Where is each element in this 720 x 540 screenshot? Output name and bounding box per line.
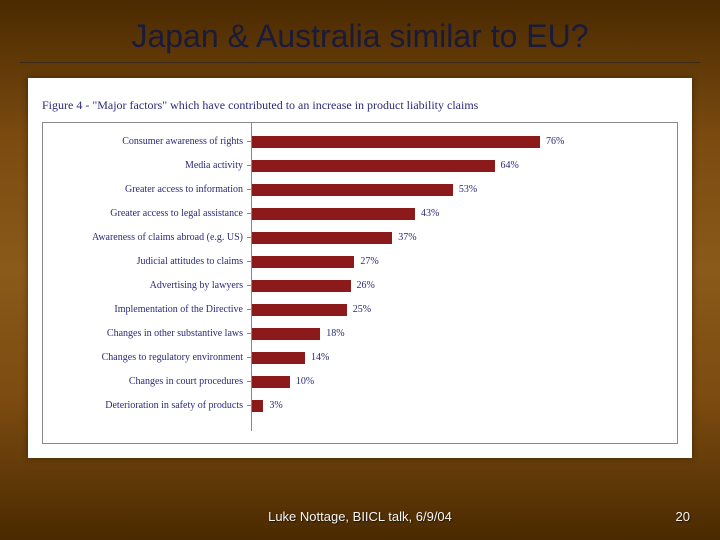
- chart-row: Awareness of claims abroad (e.g. US) 37%: [43, 229, 677, 253]
- bar-value-label: 18%: [326, 328, 344, 340]
- chart-row: Greater access to legal assistance 43%: [43, 205, 677, 229]
- title-underline: [20, 62, 700, 63]
- bar: [252, 352, 305, 364]
- bar: [252, 184, 453, 196]
- bar-label: Deterioration in safety of products: [43, 400, 243, 412]
- axis-tick: [247, 261, 251, 262]
- bar: [252, 208, 415, 220]
- bar-label: Changes to regulatory environment: [43, 352, 243, 364]
- chart-row: Changes in other substantive laws 18%: [43, 325, 677, 349]
- axis-tick: [247, 381, 251, 382]
- bar: [252, 160, 495, 172]
- bar: [252, 232, 392, 244]
- axis-tick: [247, 189, 251, 190]
- chart-row: Deterioration in safety of products 3%: [43, 397, 677, 421]
- bar: [252, 256, 354, 268]
- bar-value-label: 26%: [357, 280, 375, 292]
- bar: [252, 376, 290, 388]
- axis-tick: [247, 141, 251, 142]
- bar-value-label: 10%: [296, 376, 314, 388]
- chart-box: Consumer awareness of rights 76% Media act…: [42, 122, 678, 444]
- slide: Japan & Australia similar to EU? Figure …: [0, 0, 720, 540]
- bar-value-label: 64%: [501, 160, 519, 172]
- bar-track: 18%: [252, 328, 631, 340]
- bar-value-label: 14%: [311, 352, 329, 364]
- axis-tick: [247, 285, 251, 286]
- slide-title: Japan & Australia similar to EU?: [0, 18, 720, 55]
- footer-text: Luke Nottage, BIICL talk, 6/9/04: [0, 509, 720, 524]
- bar-label: Implementation of the Directive: [43, 304, 243, 316]
- bar-label: Media activity: [43, 160, 243, 172]
- chart-row: Changes to regulatory environment 14%: [43, 349, 677, 373]
- bar-track: 76%: [252, 136, 631, 148]
- bar-value-label: 3%: [269, 400, 282, 412]
- bar: [252, 280, 351, 292]
- chart-row: Advertising by lawyers 26%: [43, 277, 677, 301]
- bar-track: 27%: [252, 256, 631, 268]
- bar-label: Judicial attitudes to claims: [43, 256, 243, 268]
- bar-value-label: 27%: [360, 256, 378, 268]
- figure-caption: Figure 4 - "Major factors" which have co…: [42, 98, 478, 113]
- axis-tick: [247, 405, 251, 406]
- chart-row: Judicial attitudes to claims 27%: [43, 253, 677, 277]
- axis-tick: [247, 213, 251, 214]
- figure-panel: Figure 4 - "Major factors" which have co…: [28, 78, 692, 458]
- bar-label: Advertising by lawyers: [43, 280, 243, 292]
- chart-inner: Consumer awareness of rights 76% Media act…: [43, 133, 677, 441]
- bar: [252, 328, 320, 340]
- bar-track: 53%: [252, 184, 631, 196]
- bar-track: 43%: [252, 208, 631, 220]
- bar-label: Changes in court procedures: [43, 376, 243, 388]
- bar: [252, 136, 540, 148]
- axis-tick: [247, 237, 251, 238]
- bar-track: 25%: [252, 304, 631, 316]
- bar-value-label: 37%: [398, 232, 416, 244]
- chart-row: Changes in court procedures 10%: [43, 373, 677, 397]
- axis-tick: [247, 333, 251, 334]
- bar-value-label: 53%: [459, 184, 477, 196]
- bar-label: Greater access to legal assistance: [43, 208, 243, 220]
- chart-row: Consumer awareness of rights 76%: [43, 133, 677, 157]
- axis-tick: [247, 309, 251, 310]
- bar-label: Awareness of claims abroad (e.g. US): [43, 232, 243, 244]
- bar-track: 37%: [252, 232, 631, 244]
- axis-tick: [247, 165, 251, 166]
- bar-track: 64%: [252, 160, 631, 172]
- bar-value-label: 43%: [421, 208, 439, 220]
- bar-value-label: 25%: [353, 304, 371, 316]
- axis-tick: [247, 357, 251, 358]
- bar-value-label: 76%: [546, 136, 564, 148]
- bar-track: 3%: [252, 400, 631, 412]
- bar-track: 14%: [252, 352, 631, 364]
- bar-label: Changes in other substantive laws: [43, 328, 243, 340]
- chart-row: Greater access to information 53%: [43, 181, 677, 205]
- bar-track: 10%: [252, 376, 631, 388]
- page-number: 20: [676, 509, 690, 524]
- bar-track: 26%: [252, 280, 631, 292]
- bar: [252, 400, 263, 412]
- bar-label: Greater access to information: [43, 184, 243, 196]
- bar-label: Consumer awareness of rights: [43, 136, 243, 148]
- bar: [252, 304, 347, 316]
- chart-row: Implementation of the Directive 25%: [43, 301, 677, 325]
- chart-row: Media activity 64%: [43, 157, 677, 181]
